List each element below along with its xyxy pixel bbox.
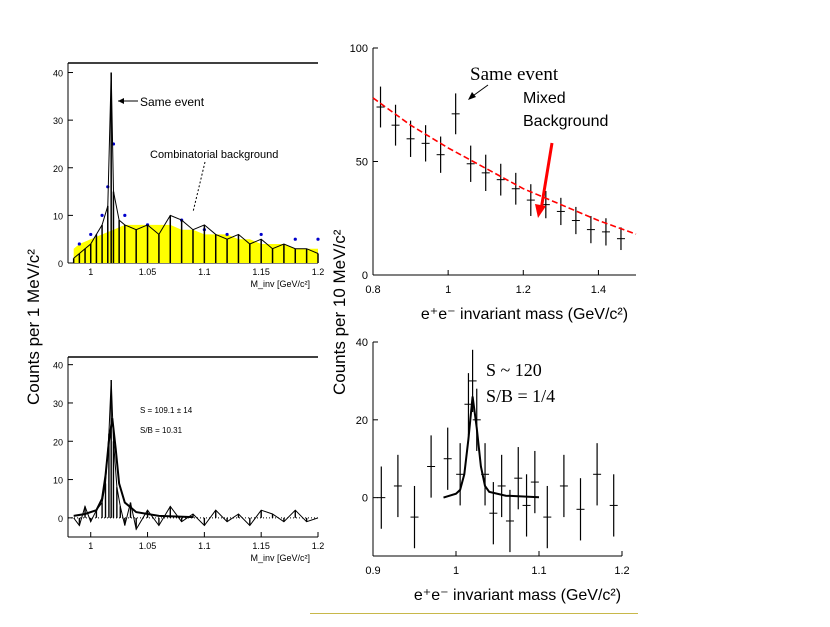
bottom-right-x-tick-label: 1.1 <box>531 565 546 577</box>
background-point <box>89 232 93 237</box>
bottom-left-x-tick-label: 1.15 <box>252 541 270 551</box>
top-right-x-tick-label: 0.8 <box>365 284 380 296</box>
bottom-right-y-tick-label: 40 <box>356 337 368 349</box>
bottom-left-x-tick-label: 1.05 <box>139 541 157 551</box>
same-event-arrowhead <box>468 92 476 100</box>
same-event-annotation: Same event <box>140 95 205 109</box>
bottom-left-y-tick-label: 40 <box>53 361 63 371</box>
combinatorial-annotation: Combinatorial background <box>150 149 278 161</box>
top-left-x-tick-label: 1.15 <box>252 267 270 277</box>
signal-annotation: S = 109.1 ± 14 <box>140 406 193 415</box>
top-left-x-tick-label: 1.2 <box>312 267 325 277</box>
top-left-y-tick-label: 0 <box>58 259 63 269</box>
combinatorial-pointer <box>192 161 206 213</box>
top-left-x-tick-label: 1.05 <box>139 267 157 277</box>
bottom-left-y-tick-label: 10 <box>53 476 63 486</box>
bottom-left-y-tick-label: 0 <box>58 514 63 524</box>
bottom-right-x-tick-label: 1 <box>453 565 459 577</box>
bottom-left-x-axis-label: M_inv [GeV/c²] <box>250 553 310 563</box>
top-right-y-tick-label: 100 <box>350 43 368 55</box>
bottom-right-x-axis-label: e⁺e⁻ invariant mass (GeV/c²) <box>414 587 621 604</box>
sb-annotation: S/B = 1/4 <box>486 386 555 406</box>
top-right-x-axis-label: e⁺e⁻ invariant mass (GeV/c²) <box>421 306 628 323</box>
background-point <box>225 232 229 237</box>
background-annotation: Background <box>523 113 608 130</box>
bottom-left-y-tick-label: 20 <box>53 437 63 447</box>
right-y-axis-label: Counts per 10 MeV/c² <box>330 229 349 395</box>
top-left-y-tick-label: 40 <box>53 69 63 79</box>
bottom-left-x-tick-label: 1.2 <box>312 541 325 551</box>
bottom-divider <box>310 613 638 614</box>
mixed-background-arrow <box>539 142 554 211</box>
same-event-arrowhead <box>118 98 124 104</box>
mixed-background-curve <box>372 97 637 235</box>
top-left-x-axis-label: M_inv [GeV/c²] <box>250 279 310 289</box>
same-event-annotation: Same event <box>470 64 559 85</box>
bottom-right-y-tick-label: 20 <box>356 415 368 427</box>
background-point <box>123 213 127 217</box>
same-event-line <box>73 72 319 259</box>
bottom-left-x-tick-label: 1.1 <box>198 541 211 551</box>
top-left-x-tick-label: 1 <box>88 267 93 277</box>
top-left-y-tick-label: 10 <box>53 211 63 221</box>
subtracted-line <box>73 379 319 531</box>
background-point <box>259 232 263 237</box>
background-point <box>100 213 104 217</box>
top-right-y-tick-label: 0 <box>362 270 368 282</box>
top-right-y-tick-label: 50 <box>356 157 368 169</box>
top-left-x-tick-label: 1.1 <box>198 267 211 277</box>
background-point <box>77 242 81 246</box>
left-y-axis-label: Counts per 1 MeV/c² <box>24 249 43 405</box>
mixed-background-arrowhead <box>535 204 546 218</box>
top-right-x-tick-label: 1.2 <box>516 284 531 296</box>
top-left-y-tick-label: 20 <box>53 164 63 174</box>
bottom-left-y-tick-label: 30 <box>53 399 63 409</box>
fit-curve <box>73 418 194 519</box>
fit-curve <box>443 396 540 499</box>
mixed-annotation: Mixed <box>523 90 566 107</box>
bottom-left-x-tick-label: 1 <box>88 541 93 551</box>
top-right-x-tick-label: 1 <box>445 284 451 296</box>
bottom-right-x-tick-label: 0.9 <box>365 565 380 577</box>
bottom-right-y-tick-label: 0 <box>362 493 368 505</box>
signal-annotation: S ~ 120 <box>486 360 542 380</box>
bottom-right-x-tick-label: 1.2 <box>614 565 629 577</box>
combinatorial-background-area <box>73 224 318 263</box>
top-right-x-tick-label: 1.4 <box>591 284 606 296</box>
background-point <box>316 237 320 241</box>
top-left-y-tick-label: 30 <box>53 116 63 126</box>
background-point <box>293 237 297 241</box>
sb-annotation: S/B = 10.31 <box>140 426 183 435</box>
